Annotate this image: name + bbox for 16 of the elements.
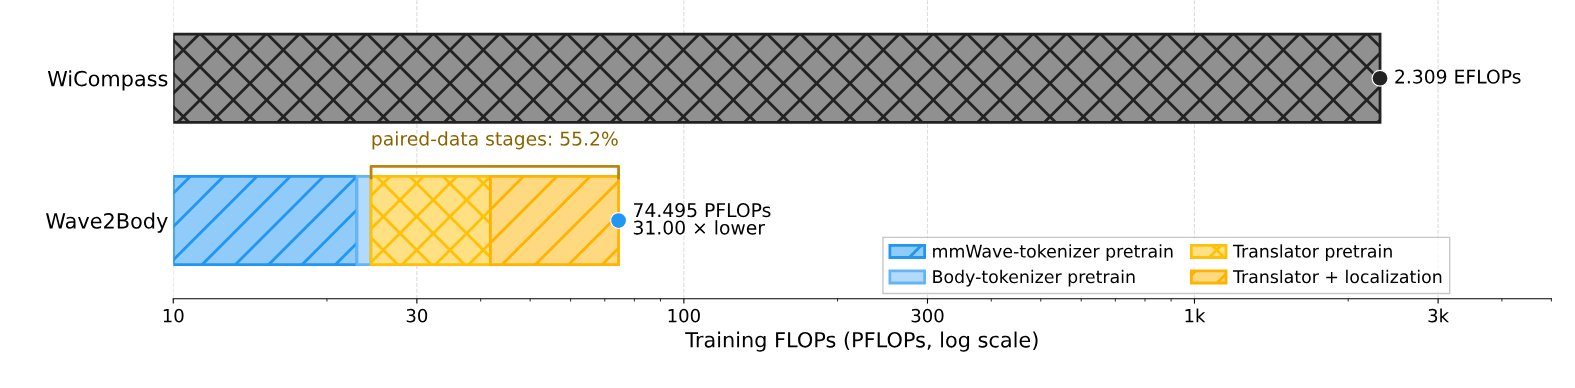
annotation: 74.495 PFLOPs 31.00 × lower <box>633 203 771 235</box>
x-tick-label: 1k <box>1185 308 1206 323</box>
legend-label: Translator + localization <box>1232 269 1442 284</box>
legend-label: Body-tokenizer pretrain <box>933 269 1135 287</box>
annotation: paired-data stages: 55.2% <box>372 131 618 150</box>
y-tick-label: WiCompass <box>47 70 168 91</box>
legend-label: mmWave-tokenizer pretrain <box>933 244 1173 262</box>
legend-label: Translator pretrain <box>1232 244 1392 262</box>
annotation: 2.309 EFLOPs <box>1395 69 1521 84</box>
x-tick-label: 100 <box>668 308 700 323</box>
y-tick-label: Wave2Body <box>46 212 168 233</box>
x-tick-label: 3k <box>1428 308 1450 323</box>
x-tick-label: 10 <box>163 308 184 323</box>
x-tick-label: 300 <box>911 308 944 323</box>
x-tick-label: 30 <box>406 308 428 323</box>
x-axis-title: Training FLOPs (PFLOPs, log scale) <box>685 331 1038 352</box>
